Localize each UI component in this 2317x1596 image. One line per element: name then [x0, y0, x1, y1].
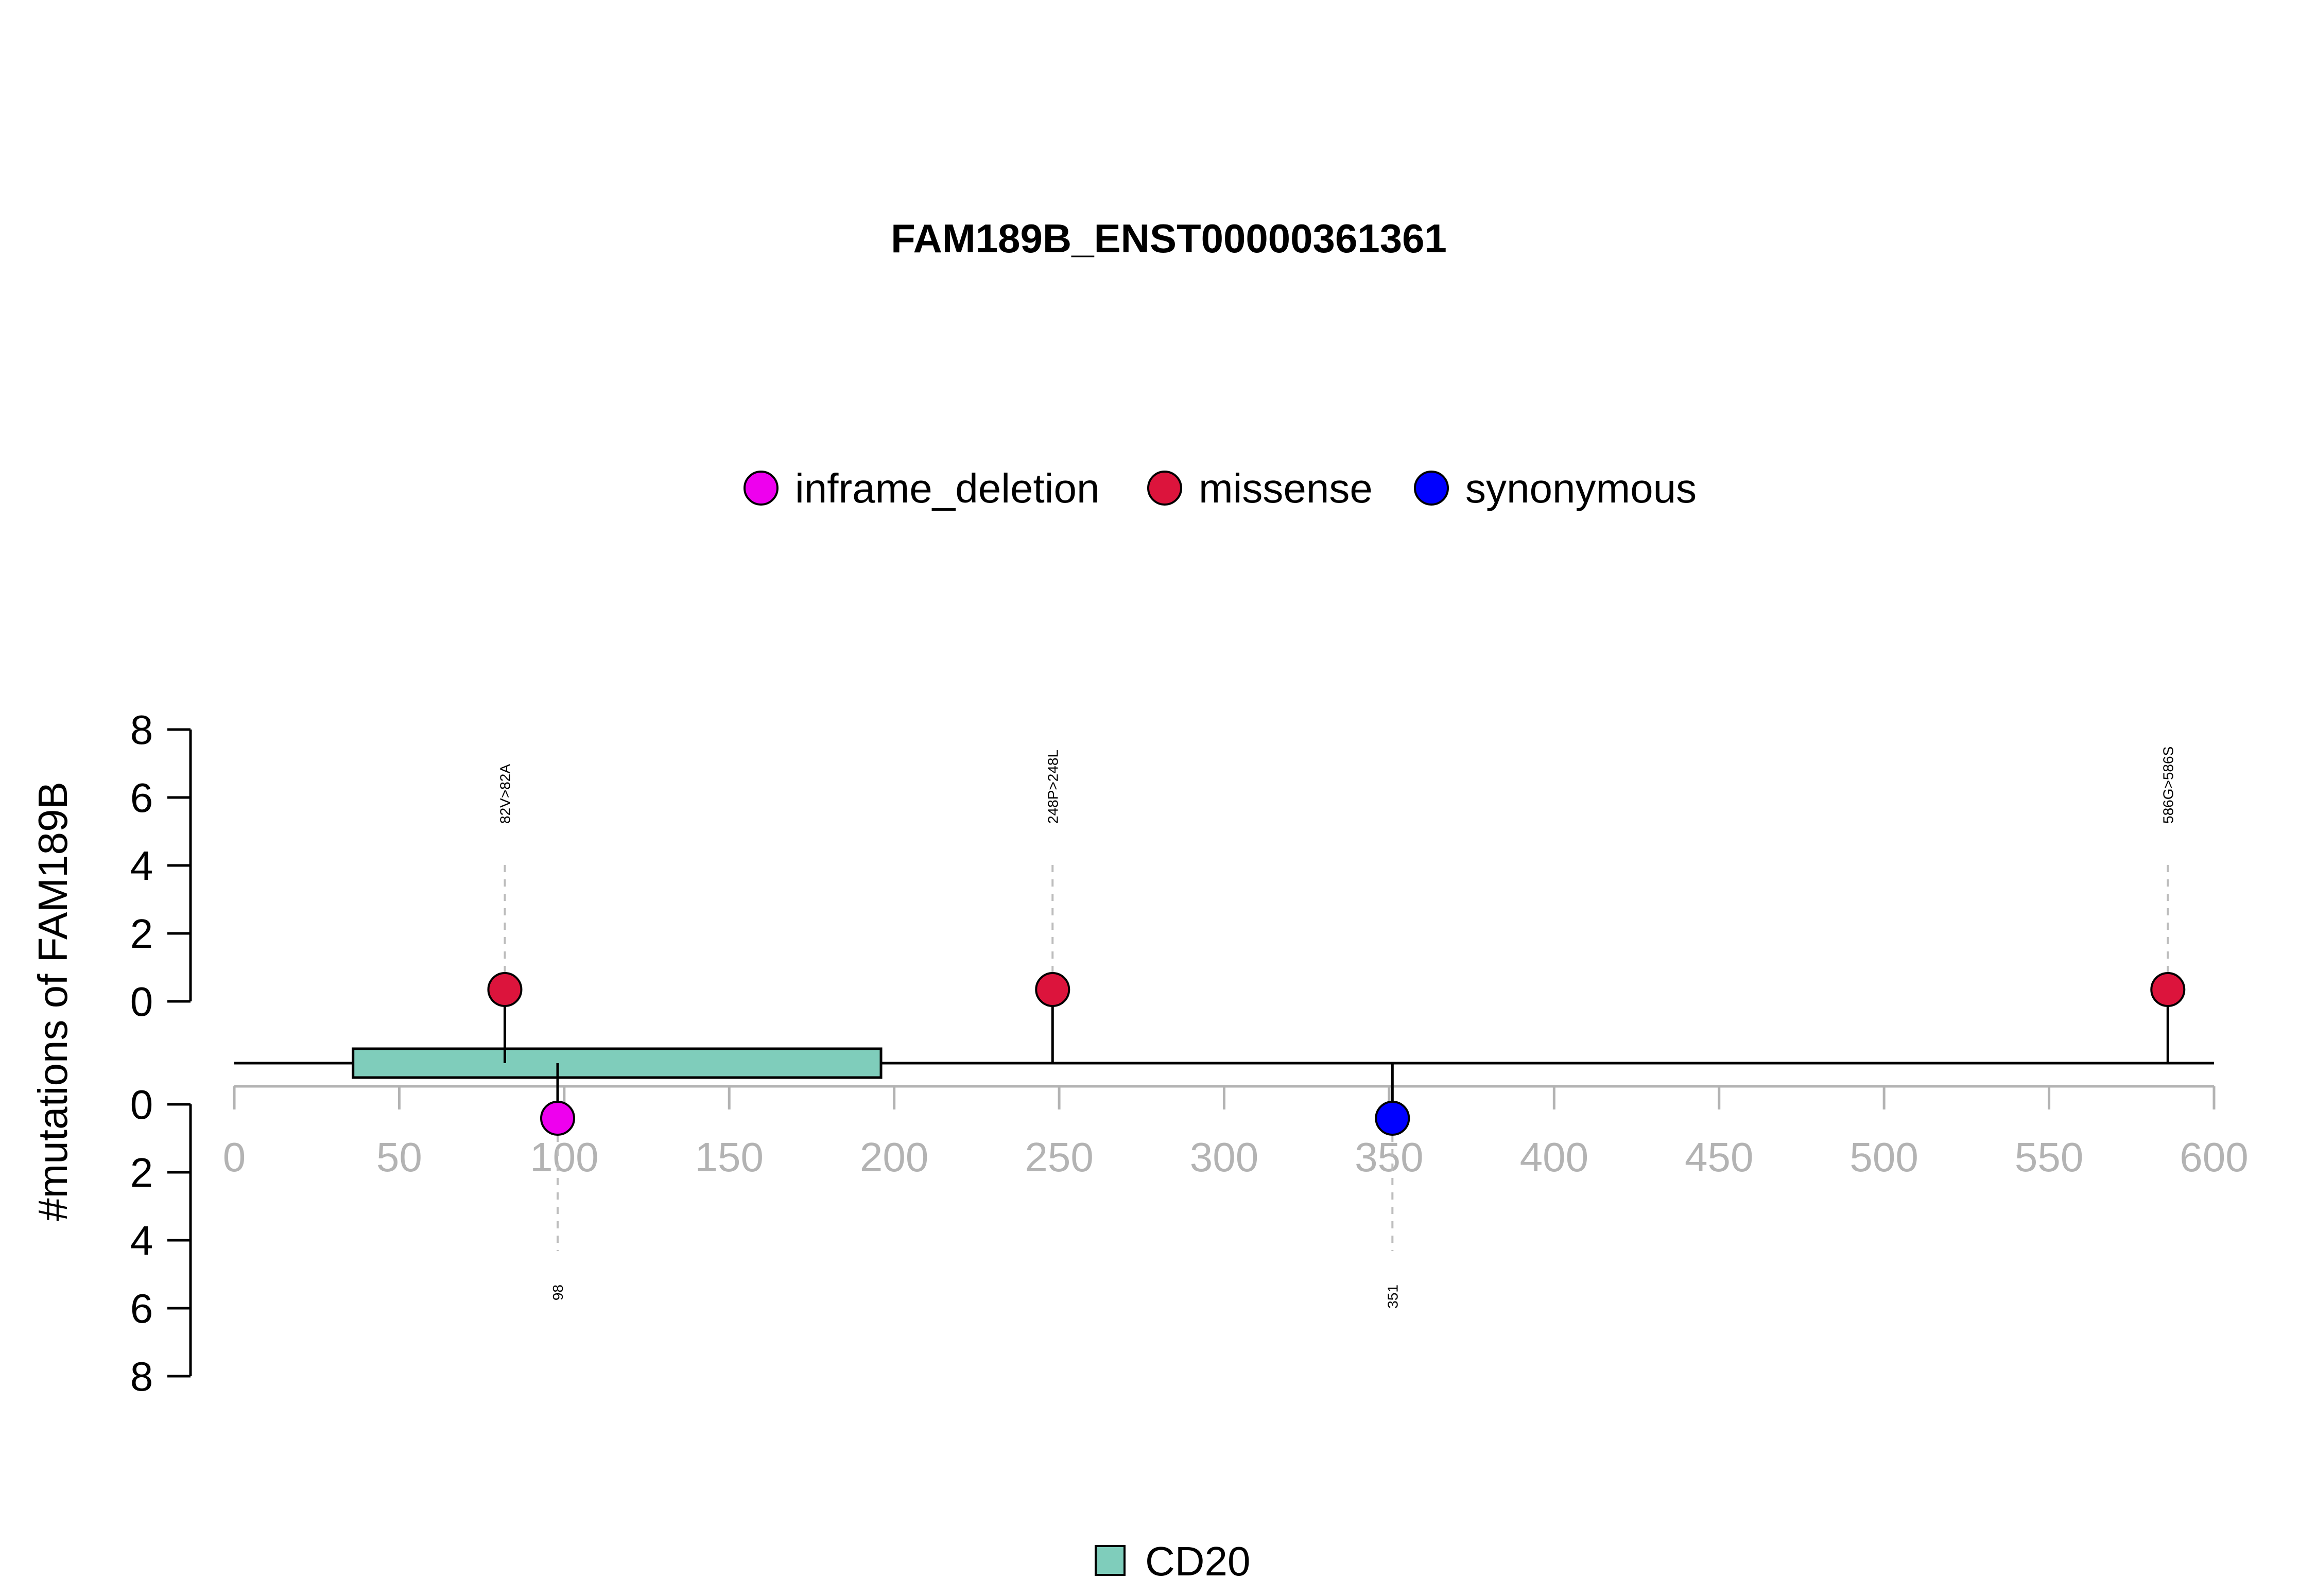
y-tick-label-bottom-2: 2: [130, 1150, 153, 1195]
mutation-head-inframe_deletion-98: [540, 1101, 576, 1136]
x-tick-label-100: 100: [530, 1134, 598, 1180]
x-tick-label-400: 400: [1520, 1134, 1588, 1180]
y-tick-label-top-6: 6: [130, 775, 153, 821]
mutation-label-missense-248: 248P>248L: [1045, 750, 1061, 824]
x-tick-label-0: 0: [223, 1134, 246, 1180]
x-tick-label-200: 200: [860, 1134, 928, 1180]
mutation-head-missense-82: [487, 972, 523, 1007]
y-tick-label-top-2: 2: [130, 911, 153, 957]
domain-CD20: [352, 1047, 883, 1079]
y-tick-label-bottom-8: 8: [130, 1354, 153, 1399]
legend-label-missense: missense: [1199, 465, 1373, 511]
x-tick-label-350: 350: [1355, 1134, 1423, 1180]
legend-marker-missense: [1147, 471, 1182, 506]
mutations: 82V>82A 248P>248L 586G>586S 98 351: [487, 747, 2186, 1309]
legend-label-synonymous: synonymous: [1465, 465, 1697, 511]
x-tick-label-250: 250: [1025, 1134, 1093, 1180]
mutation-head-missense-586: [2150, 972, 2186, 1007]
y-tick-label-top-4: 4: [130, 843, 153, 889]
y-tick-label-bottom-0: 0: [130, 1082, 153, 1127]
mutation-type-legend: inframe_deletion missense synonymous: [743, 465, 1697, 511]
domain-legend: CD20: [1095, 1538, 1251, 1584]
y-tick-label-bottom-6: 6: [130, 1286, 153, 1331]
y-tick-label-bottom-4: 4: [130, 1218, 153, 1263]
x-tick-label-450: 450: [1685, 1134, 1753, 1180]
mutation-label-synonymous-351: 351: [1385, 1285, 1400, 1309]
x-tick-label-150: 150: [695, 1134, 764, 1180]
x-tick-label-50: 50: [376, 1134, 422, 1180]
chart-title: FAM189B_ENST00000361361: [891, 216, 1447, 261]
y-tick-label-top-0: 0: [130, 979, 153, 1025]
x-tick-label-600: 600: [2180, 1134, 2248, 1180]
mutation-label-inframe_deletion-98: 98: [550, 1285, 566, 1300]
axes: 0 2 4 6 8 0 2 4 6 8 0 50 100 150 200 250 300 350 400 450 500…: [130, 707, 2249, 1399]
legend-marker-inframe_deletion: [743, 471, 779, 506]
x-tick-label-550: 550: [2015, 1134, 2083, 1180]
y-axis-label-group: #mutations of FAM189B: [30, 782, 76, 1221]
mutation-label-missense-586: 586G>586S: [2160, 747, 2176, 824]
x-tick-label-500: 500: [1849, 1134, 1918, 1180]
mutation-head-synonymous-351: [1375, 1101, 1410, 1136]
domains: [352, 1047, 883, 1079]
y-tick-label-top-8: 8: [130, 707, 153, 753]
legend-label-inframe_deletion: inframe_deletion: [795, 465, 1099, 511]
domain-legend-marker-CD20: [1095, 1545, 1126, 1576]
y-axis-label: #mutations of FAM189B: [30, 782, 76, 1221]
domain-legend-label-CD20: CD20: [1145, 1538, 1251, 1584]
legend-marker-synonymous: [1414, 471, 1449, 506]
mutation-head-missense-248: [1035, 972, 1070, 1007]
x-tick-label-300: 300: [1190, 1134, 1258, 1180]
mutation-heads: 82V>82A 248P>248L 586G>586S 98 351: [487, 747, 2186, 1309]
mutation-label-missense-82: 82V>82A: [497, 764, 513, 824]
